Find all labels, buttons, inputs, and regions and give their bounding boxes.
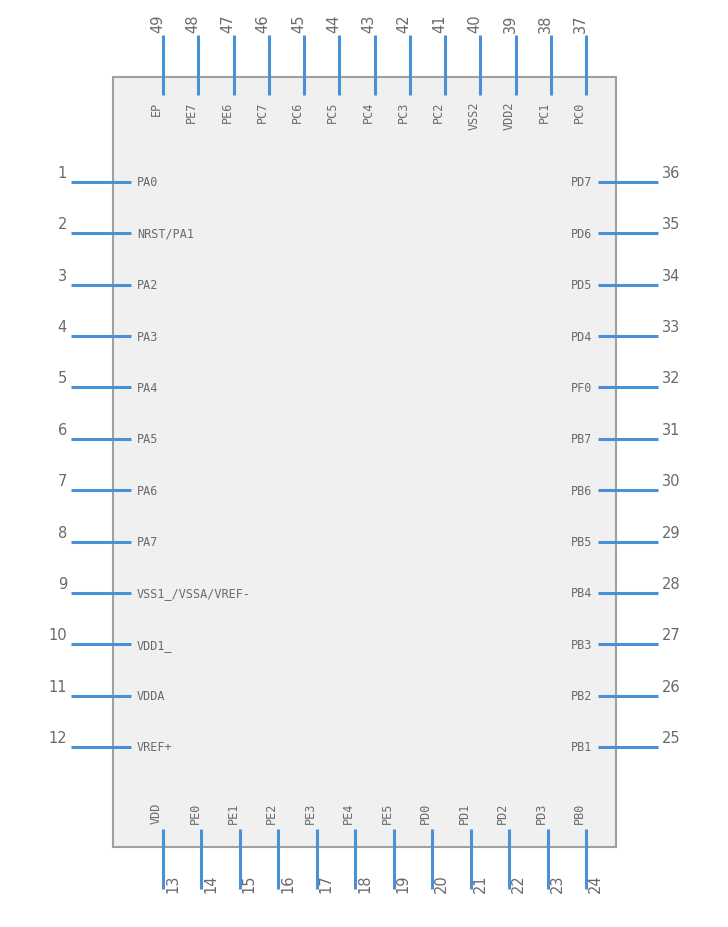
Text: 16: 16 (280, 873, 296, 892)
Text: 44: 44 (326, 15, 341, 33)
Text: 2: 2 (58, 217, 67, 232)
Text: PD5: PD5 (571, 279, 592, 292)
Text: 12: 12 (48, 730, 67, 745)
Text: 5: 5 (58, 371, 67, 386)
Text: 18: 18 (357, 873, 372, 892)
Text: 4: 4 (58, 320, 67, 335)
Text: PE1: PE1 (227, 802, 240, 823)
Text: 35: 35 (662, 217, 681, 232)
Text: PC3: PC3 (397, 102, 410, 123)
Text: PE2: PE2 (266, 802, 278, 823)
Text: 20: 20 (434, 873, 449, 892)
Text: PA4: PA4 (137, 382, 159, 395)
Text: PA6: PA6 (137, 484, 159, 497)
Text: NRST/PA1: NRST/PA1 (137, 228, 194, 241)
Text: PB5: PB5 (571, 536, 592, 549)
Text: PA3: PA3 (137, 330, 159, 343)
Text: 48: 48 (185, 15, 200, 33)
Text: PD7: PD7 (571, 176, 592, 189)
Text: 32: 32 (662, 371, 681, 386)
Text: PD4: PD4 (571, 330, 592, 343)
Text: PE5: PE5 (381, 802, 394, 823)
Text: PA2: PA2 (137, 279, 159, 292)
Text: 15: 15 (242, 873, 257, 892)
Text: PB7: PB7 (571, 433, 592, 446)
Text: 41: 41 (432, 15, 447, 33)
Text: 22: 22 (511, 873, 526, 892)
Text: 39: 39 (502, 15, 518, 33)
Text: PC5: PC5 (326, 102, 339, 123)
Text: 11: 11 (49, 679, 67, 694)
Text: PC0: PC0 (573, 102, 586, 123)
Text: PE7: PE7 (185, 102, 198, 123)
Text: 14: 14 (203, 873, 218, 892)
Text: PD1: PD1 (458, 802, 470, 823)
Text: 43: 43 (362, 15, 376, 33)
Text: PC1: PC1 (538, 102, 551, 123)
Text: 23: 23 (550, 873, 564, 892)
Text: 46: 46 (256, 15, 271, 33)
Text: PC4: PC4 (362, 102, 374, 123)
Text: 31: 31 (662, 423, 681, 438)
Text: PB6: PB6 (571, 484, 592, 497)
Text: PD2: PD2 (496, 802, 509, 823)
Text: PB2: PB2 (571, 690, 592, 703)
Text: 40: 40 (467, 14, 482, 33)
Text: 3: 3 (58, 269, 67, 284)
Text: PE0: PE0 (189, 802, 202, 823)
Text: 24: 24 (588, 873, 603, 892)
Text: 1: 1 (58, 166, 67, 181)
Text: 34: 34 (662, 269, 681, 284)
Text: PB4: PB4 (571, 587, 592, 600)
Text: 17: 17 (319, 873, 334, 892)
Text: 25: 25 (662, 730, 681, 745)
Text: 28: 28 (662, 577, 681, 591)
Text: 27: 27 (662, 628, 681, 642)
Text: 45: 45 (291, 15, 306, 33)
Text: PB1: PB1 (571, 741, 592, 754)
Text: PC2: PC2 (432, 102, 445, 123)
Text: PB3: PB3 (571, 638, 592, 651)
Text: PA5: PA5 (137, 433, 159, 446)
Text: 13: 13 (165, 873, 180, 892)
Text: 26: 26 (662, 679, 681, 694)
Text: VDD: VDD (150, 802, 163, 823)
Text: 42: 42 (397, 14, 412, 33)
Text: PE6: PE6 (221, 102, 234, 123)
Text: PA0: PA0 (137, 176, 159, 189)
Text: 10: 10 (48, 628, 67, 642)
Text: PE4: PE4 (342, 802, 355, 823)
Text: PA7: PA7 (137, 536, 159, 549)
Text: 21: 21 (472, 873, 488, 892)
Text: 6: 6 (58, 423, 67, 438)
Text: PB0: PB0 (573, 802, 586, 823)
Text: VDD2: VDD2 (502, 102, 515, 131)
Text: VSS1_/VSSA/VREF-: VSS1_/VSSA/VREF- (137, 587, 251, 600)
Text: VDDA: VDDA (137, 690, 165, 703)
Text: 47: 47 (221, 14, 235, 33)
Text: 37: 37 (573, 15, 588, 33)
Text: VREF+: VREF+ (137, 741, 173, 754)
Text: PC6: PC6 (291, 102, 304, 123)
Text: PD3: PD3 (534, 802, 547, 823)
Text: VDD1_: VDD1_ (137, 638, 173, 651)
Text: PC7: PC7 (256, 102, 269, 123)
Text: 8: 8 (58, 525, 67, 540)
Text: 19: 19 (396, 873, 411, 892)
Text: VSS2: VSS2 (467, 102, 480, 131)
Text: 38: 38 (538, 15, 553, 33)
Text: 9: 9 (58, 577, 67, 591)
Text: PE3: PE3 (304, 802, 317, 823)
Text: 33: 33 (662, 320, 680, 335)
Bar (113, 78, 616, 847)
Text: EP: EP (150, 102, 163, 116)
Text: 29: 29 (662, 525, 681, 540)
Text: PD0: PD0 (419, 802, 432, 823)
Text: 7: 7 (58, 474, 67, 489)
Text: PF0: PF0 (571, 382, 592, 395)
Text: PD6: PD6 (571, 228, 592, 241)
Text: 30: 30 (662, 474, 681, 489)
Text: 49: 49 (150, 15, 165, 33)
Text: 36: 36 (662, 166, 681, 181)
